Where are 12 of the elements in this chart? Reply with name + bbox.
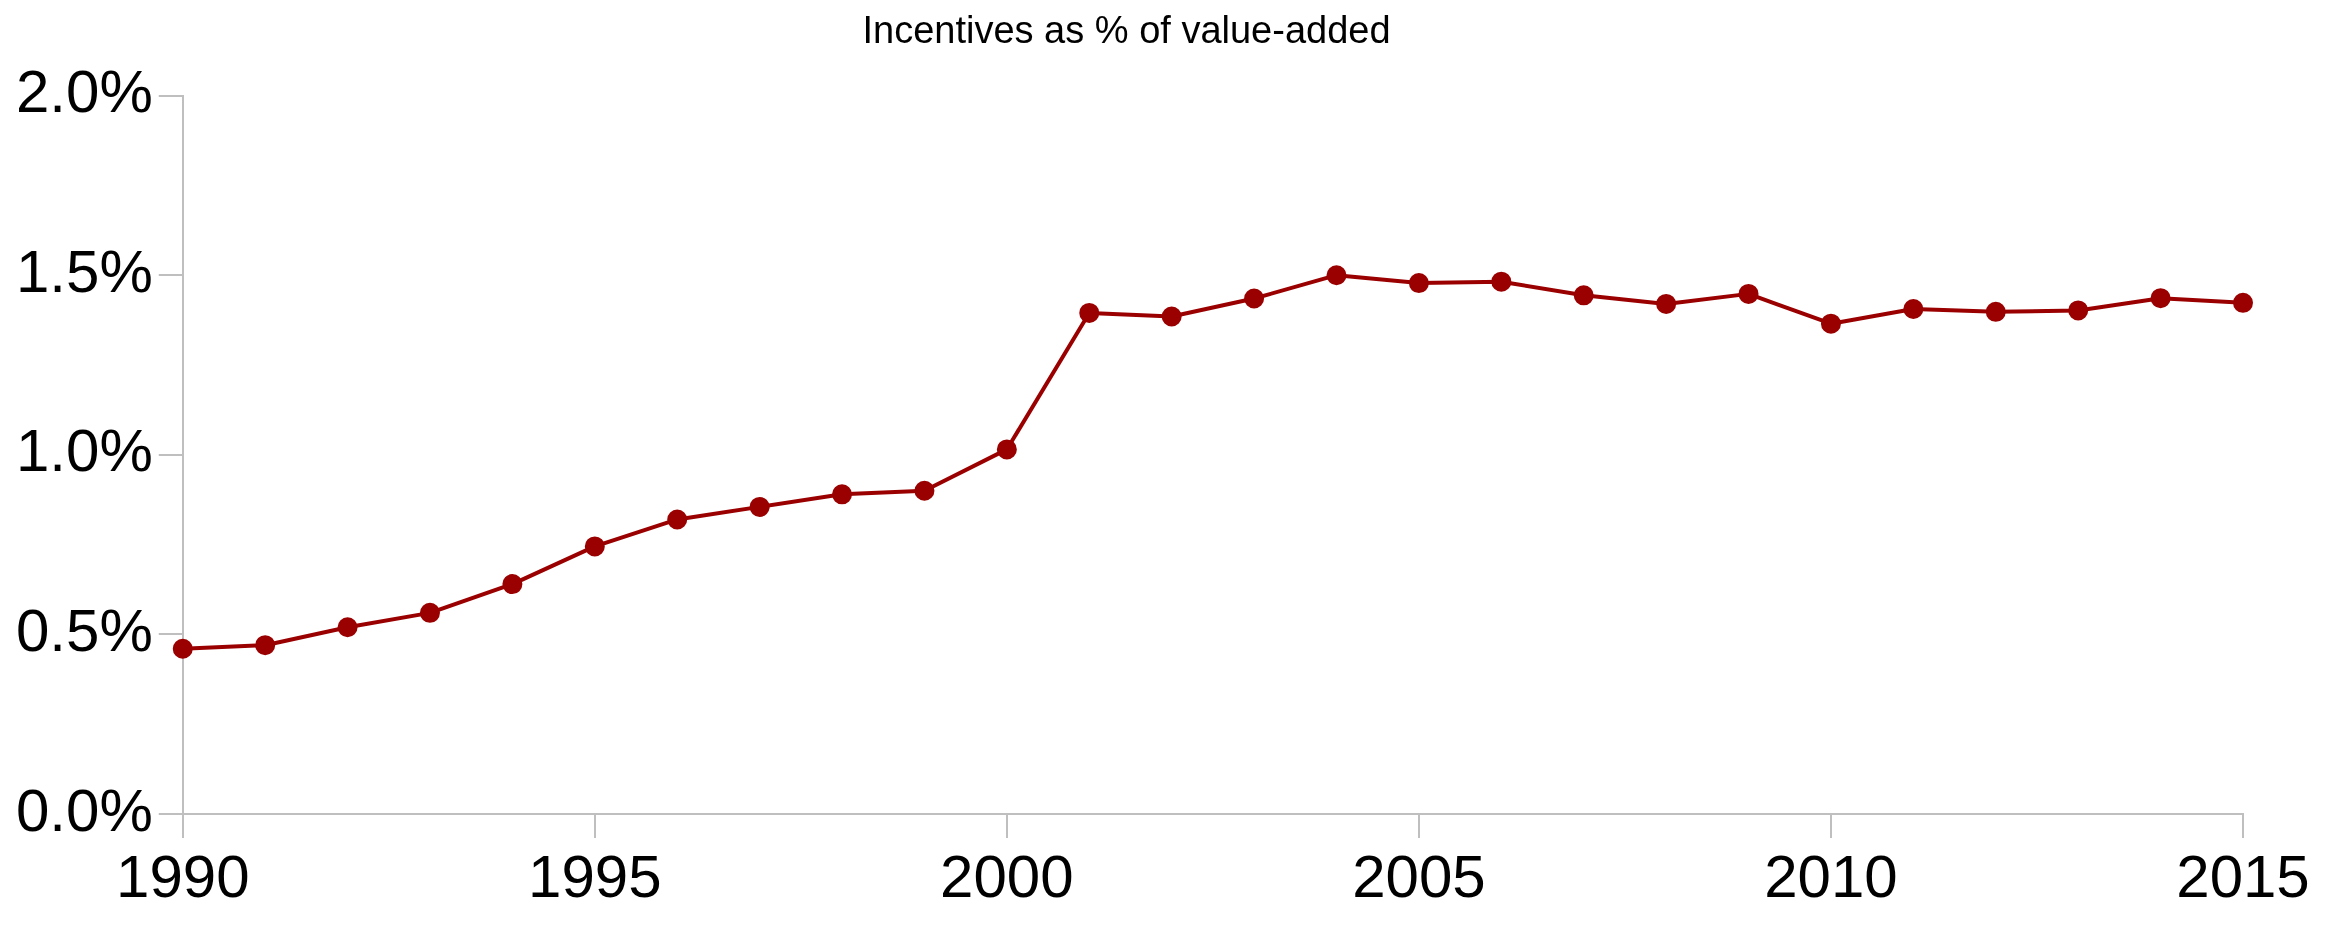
x-tick-label: 2005 xyxy=(1352,842,1486,910)
x-tick-label: 2015 xyxy=(2176,842,2310,910)
y-tick-label: 0.5% xyxy=(15,596,153,664)
x-tick-label: 2010 xyxy=(1764,842,1898,910)
y-tick-label: 1.0% xyxy=(15,417,153,485)
x-tick-label: 2000 xyxy=(940,842,1074,910)
x-tick-label: 1995 xyxy=(528,842,662,910)
x-tick-label: 1990 xyxy=(116,842,250,910)
y-tick-label: 2.0% xyxy=(15,58,153,126)
chart-title: Incentives as % of value-added xyxy=(862,9,1391,52)
y-tick-label: 0.0% xyxy=(15,776,153,844)
y-tick-label: 1.5% xyxy=(15,237,153,305)
